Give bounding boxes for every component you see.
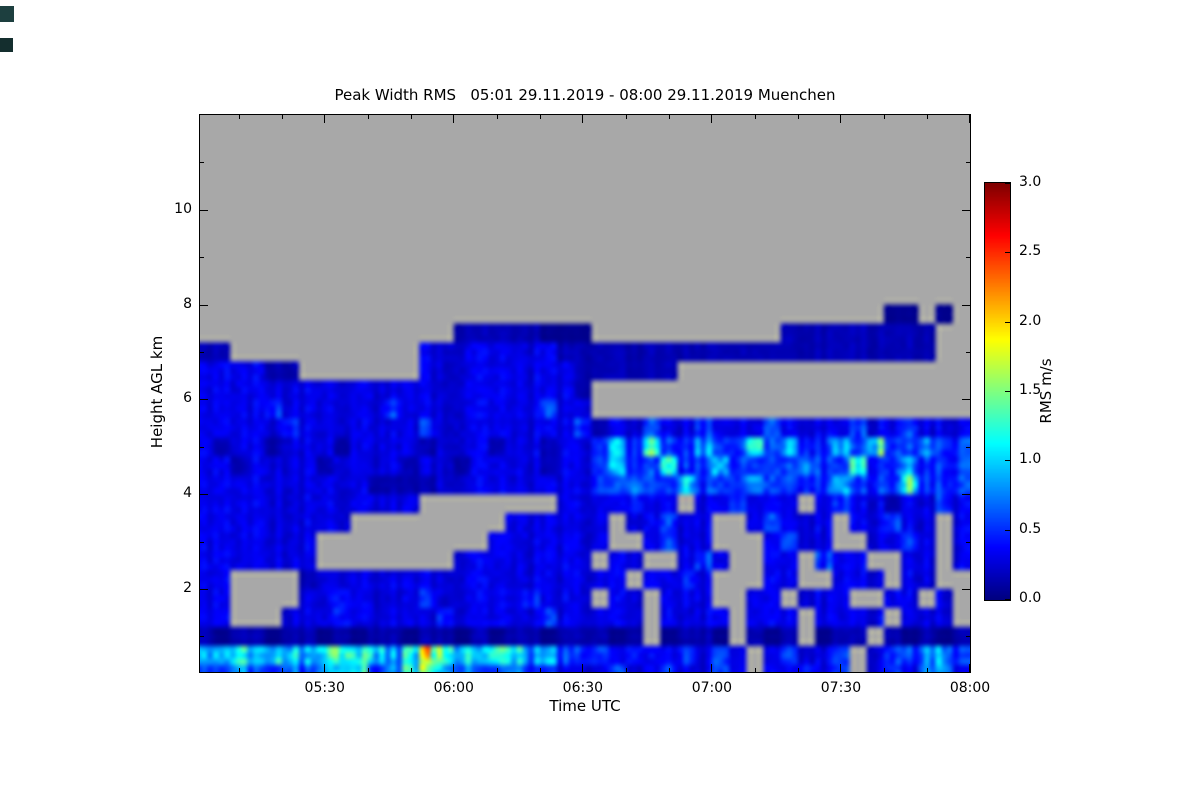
x-minor-tick-mark: [496, 668, 498, 672]
y-minor-tick-mark: [200, 541, 204, 543]
x-minor-tick-mark: [410, 668, 412, 672]
x-minor-tick-mark: [926, 668, 928, 672]
y-tick-label: 8: [183, 295, 192, 312]
x-minor-tick-mark: [668, 668, 670, 672]
x-tick-label: 06:30: [562, 680, 604, 696]
x-minor-tick-mark: [367, 115, 369, 119]
x-minor-tick-mark: [883, 115, 885, 119]
colorbar-tick-label: 1.0: [1019, 451, 1042, 468]
desktop-artifact-1: [0, 6, 14, 22]
x-tick-label: 05:30: [304, 680, 345, 696]
y-tick-mark: [962, 494, 970, 496]
y-tick-label: 10: [174, 200, 192, 217]
colorbar-tick-mark: [1005, 529, 1010, 531]
x-minor-tick-mark: [281, 668, 283, 672]
colorbar-tick-mark: [1005, 252, 1010, 254]
x-minor-tick-mark: [625, 115, 627, 119]
x-tick-mark: [581, 664, 583, 672]
x-tick-mark: [323, 115, 325, 123]
colorbar-tick-label: 2.5: [1019, 243, 1042, 260]
y-minor-tick-mark: [966, 541, 970, 543]
x-tick-mark: [581, 115, 583, 123]
x-minor-tick-mark: [410, 115, 412, 119]
y-minor-tick-mark: [200, 162, 204, 164]
x-tick-label: 06:00: [433, 680, 474, 696]
x-minor-tick-mark: [539, 668, 541, 672]
x-minor-tick-mark: [754, 115, 756, 119]
y-minor-tick-mark: [966, 162, 970, 164]
y-tick-mark: [962, 589, 970, 591]
colorbar-tick-mark: [1005, 321, 1010, 323]
y-tick-label: 4: [183, 485, 192, 502]
colorbar-tick-label: 3.0: [1019, 174, 1042, 190]
x-tick-mark: [969, 115, 970, 123]
x-tick-mark: [839, 664, 841, 672]
y-tick-mark: [200, 399, 208, 401]
x-minor-tick-mark: [281, 115, 283, 119]
y-tick-mark: [200, 589, 208, 591]
x-minor-tick-mark: [797, 668, 799, 672]
x-tick-label: 07:00: [691, 680, 733, 696]
plot-area: 05:30 06:00 06:30 07:00 07:30 08:00 2 4 6 8 10: [174, 114, 990, 696]
x-minor-tick-mark: [926, 115, 928, 119]
y-tick-label: 6: [183, 390, 192, 407]
y-tick-mark: [200, 209, 208, 211]
x-minor-tick-mark: [496, 115, 498, 119]
x-tick-mark: [323, 664, 325, 672]
y-minor-tick-mark: [966, 636, 970, 638]
desktop-artifact-2: [0, 38, 13, 52]
colorbar-tick-label: 0.5: [1019, 520, 1042, 537]
y-minor-tick-mark: [200, 257, 204, 259]
x-tick-mark: [710, 115, 712, 123]
colorbar-tick-mark: [1005, 460, 1010, 462]
x-minor-tick-mark: [238, 668, 240, 672]
colorbar-tick-mark: [1005, 391, 1010, 392]
colorbar-tick-label: 1.5: [1019, 382, 1042, 398]
x-tick-label: 07:30: [820, 680, 862, 696]
colorbar-label: RMS m/s: [1037, 358, 1055, 424]
y-tick-mark: [962, 399, 970, 401]
x-tick-mark: [452, 664, 454, 672]
colorbar-tick-label: 2.0: [1019, 312, 1042, 329]
x-minor-tick-mark: [754, 668, 756, 672]
y-tick-label: 2: [183, 580, 192, 597]
heatmap-canvas: [200, 115, 970, 672]
y-minor-tick-mark: [966, 446, 970, 448]
y-tick-mark: [962, 304, 970, 306]
y-minor-tick-mark: [966, 257, 970, 259]
y-minor-tick-mark: [200, 446, 204, 448]
y-tick-mark: [200, 304, 208, 306]
x-minor-tick-mark: [367, 668, 369, 672]
x-tick-mark: [710, 664, 712, 672]
x-axis-label: Time UTC: [549, 697, 621, 715]
x-minor-tick-mark: [668, 115, 670, 119]
chart-title: Peak Width RMS 05:01 29.11.2019 - 08:00 …: [334, 86, 836, 104]
x-tick-label: 08:00: [949, 680, 991, 696]
x-minor-tick-mark: [625, 668, 627, 672]
x-tick-mark: [969, 664, 970, 672]
colorbar-tick-label: 0.0: [1019, 590, 1042, 606]
x-minor-tick-mark: [883, 668, 885, 672]
x-minor-tick-mark: [238, 115, 240, 119]
colorbar-tick-mark: [1005, 599, 1010, 600]
y-minor-tick-mark: [200, 636, 204, 638]
x-tick-mark: [452, 115, 454, 123]
y-minor-tick-mark: [966, 352, 970, 354]
y-tick-mark: [200, 494, 208, 496]
y-tick-mark: [962, 209, 970, 211]
x-minor-tick-mark: [797, 115, 799, 119]
colorbar: 0.0 0.5 1.0 1.5 2.0 2.5 3.0: [984, 174, 1041, 606]
x-tick-mark: [839, 115, 841, 123]
colorbar-tick-mark: [1005, 183, 1010, 184]
y-minor-tick-mark: [200, 352, 204, 354]
x-minor-tick-mark: [539, 115, 541, 119]
